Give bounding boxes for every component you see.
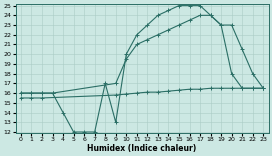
X-axis label: Humidex (Indice chaleur): Humidex (Indice chaleur)	[88, 144, 197, 153]
